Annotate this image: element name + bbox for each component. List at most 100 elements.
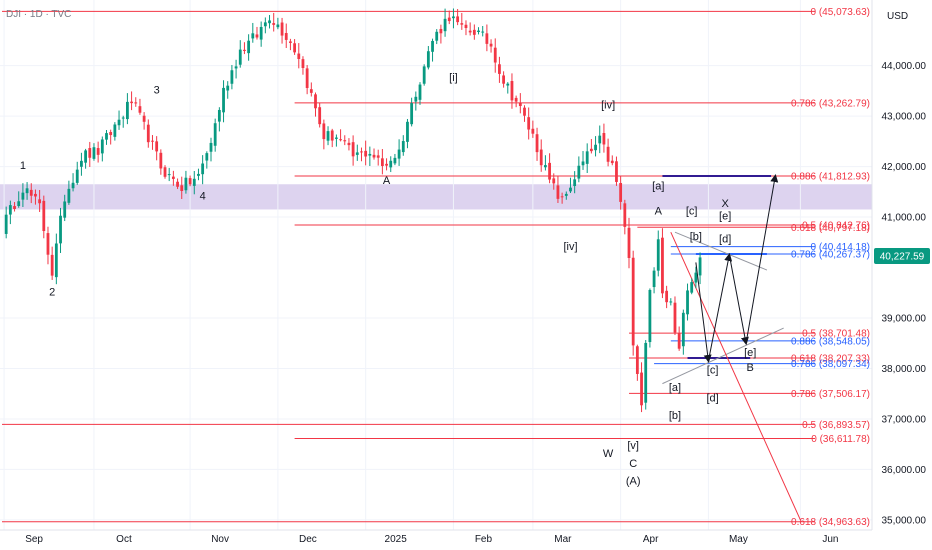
candle-body [293, 43, 296, 53]
price-tick-label: 36,000.00 [882, 465, 927, 476]
candles-layer [4, 8, 702, 413]
candle-body [652, 270, 656, 288]
candle-body [452, 16, 455, 19]
price-axis[interactable]: 44,000.00 43,000.00 42,000.00 41,000.00 39,0… [871, 0, 927, 530]
time-tick-label: Dec [299, 534, 317, 545]
candle-body [13, 206, 16, 210]
candle-body [151, 140, 154, 142]
candle-body [552, 178, 556, 184]
candle-body [205, 153, 209, 161]
candle-body [222, 87, 225, 113]
candle-body [263, 22, 267, 27]
fib-label: 0.5 (40,842.76) [802, 220, 870, 231]
candle-body [397, 149, 401, 159]
wave-label: [v] [627, 440, 639, 452]
candle-body [456, 16, 460, 23]
wave-label: [iv] [563, 241, 577, 253]
support-zone-layer [0, 184, 872, 210]
candle-body [272, 23, 276, 25]
wave-label: [c] [686, 206, 698, 218]
candle-body [155, 141, 159, 152]
wave-label: [d] [719, 233, 731, 245]
candle-body [556, 185, 560, 199]
price-tick-label: 44,000.00 [882, 61, 927, 72]
candle-body [393, 157, 397, 164]
wave-label: C [629, 458, 637, 470]
candle-body [527, 117, 531, 130]
candle-body [581, 161, 585, 166]
candle-body [318, 107, 322, 125]
candle-body [439, 28, 443, 34]
candle-body [268, 20, 271, 24]
candle-body [42, 200, 46, 232]
projection-arrow [745, 174, 779, 344]
candle-body [506, 83, 510, 86]
candle-body [518, 102, 522, 107]
grid-layer [0, 0, 872, 530]
candle-body [502, 75, 505, 84]
candle-body [184, 177, 188, 191]
candle-body [573, 179, 577, 187]
wave-label: [i] [449, 72, 458, 84]
candle-body [627, 227, 631, 258]
fib-label: 0.886 (38,548.05) [791, 336, 870, 347]
candle-body [610, 160, 614, 164]
candle-body [351, 142, 355, 157]
wave-label: [e] [744, 347, 756, 359]
candle-body [669, 301, 673, 303]
wave-label: (A) [626, 476, 641, 488]
wave-label: [d] [706, 392, 718, 404]
candle-body [343, 140, 347, 142]
candle-body [201, 163, 205, 175]
candle-body [698, 257, 702, 276]
candle-body [443, 18, 447, 32]
wave-label: [a] [652, 180, 664, 192]
candle-body [29, 189, 33, 196]
currency-label[interactable]: USD [887, 11, 908, 22]
candle-body [163, 167, 167, 177]
candle-body [209, 142, 213, 152]
candle-body [414, 96, 418, 102]
candle-body [180, 185, 184, 191]
time-axis[interactable]: Sep Oct Nov Dec 2025 Feb Mar Apr May Jun [0, 529, 872, 545]
candle-body [681, 312, 685, 347]
candle-body [167, 174, 171, 176]
candle-body [569, 187, 572, 192]
candle-body [514, 97, 518, 102]
last-price-value: 40,227.59 [880, 252, 925, 263]
candle-body [234, 66, 238, 69]
trendline-lower [662, 327, 784, 385]
wave-label: W [603, 448, 614, 460]
time-tick-label: Feb [475, 534, 493, 545]
time-tick-label: Sep [25, 534, 43, 545]
candle-body [422, 66, 426, 84]
fib-label: 0.5 (36,893.57) [802, 420, 870, 431]
candle-body [472, 29, 476, 35]
symbol-title: DJI · 1D · TVC [6, 9, 71, 20]
candle-body [485, 33, 489, 44]
candle-body [322, 123, 326, 140]
candle-body [544, 165, 547, 168]
candle-body [640, 372, 643, 406]
candle-body [489, 43, 493, 47]
price-tick-label: 41,000.00 [882, 213, 927, 224]
last-price-badge-bg [874, 248, 930, 265]
candle-body [71, 182, 75, 189]
wave-label: 4 [200, 190, 206, 202]
candle-body [560, 196, 564, 198]
candle-body [197, 173, 200, 176]
last-price-badge: 40,227.59 [874, 248, 930, 265]
price-tick-label: 43,000.00 [882, 112, 927, 123]
candle-body [38, 199, 42, 204]
candle-body [355, 152, 359, 155]
wave-label: [a] [669, 382, 681, 394]
candle-body [301, 59, 305, 69]
wave-label: [c] [707, 365, 719, 377]
candle-body [276, 24, 280, 28]
candle-body [134, 102, 138, 104]
candle-body [59, 215, 62, 244]
wave-label: A [655, 206, 663, 218]
candle-body [305, 68, 309, 89]
